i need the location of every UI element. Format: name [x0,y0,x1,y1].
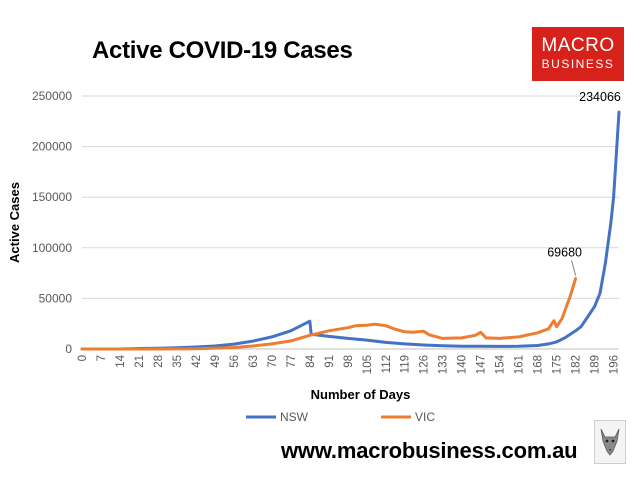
x-axis-title: Number of Days [311,387,411,402]
wolf-icon-graphic [600,428,620,456]
logo-line-macro: MACRO [541,35,615,56]
y-tick-label: 150000 [32,190,72,204]
y-axis-title: Active Cases [7,182,22,263]
x-tick-label: 14 [115,354,127,367]
website-url: www.macrobusiness.com.au [281,438,578,463]
x-tick-label: 168 [533,355,545,374]
x-tick-label: 112 [381,355,393,373]
gridlines [82,95,619,299]
x-tick-label: 77 [286,355,298,368]
x-tick-label: 63 [248,355,260,368]
x-tick-label: 175 [552,355,564,374]
x-tick-label: 196 [609,355,621,374]
annotations: 234066 69680 [547,90,621,276]
x-tick-label: 91 [324,355,336,368]
x-tick-label: 154 [495,354,507,374]
axes: 0 50000 100000 150000 200000 250000 0 7 14 21 28 35… [7,89,621,402]
x-tick-label: 98 [343,355,355,368]
series-line-vic [80,277,578,351]
x-tick-label: 105 [362,355,374,374]
macrobusiness-logo: MACRO BUSINESS [532,27,624,81]
y-tick-label: 0 [65,342,72,356]
series-line-nsw [80,110,621,351]
x-tick-label: 126 [419,355,431,374]
annotation-vic-leader [571,260,577,276]
x-tick-label: 84 [305,354,317,367]
x-tick-label: 70 [267,355,279,368]
annotation-vic-peak: 69680 [547,245,582,259]
x-tick-label: 182 [571,355,583,374]
x-tick-label: 140 [457,355,469,374]
x-tick-label: 0 [77,355,89,361]
y-tick-label: 100000 [32,241,72,255]
legend-label-vic: VIC [415,410,435,424]
x-tick-label: 28 [153,355,165,368]
x-tick-label: 35 [172,355,184,368]
y-tick-label: 250000 [32,89,72,103]
legend-label-nsw: NSW [280,410,309,424]
wolf-mascot-icon [594,420,626,464]
chart-title: Active COVID-19 Cases [92,37,353,64]
y-tick-label: 200000 [32,140,72,154]
x-tick-label: 56 [229,355,241,368]
x-tick-label: 147 [476,355,488,374]
x-tick-label: 7 [96,355,108,361]
legend: NSW VIC [246,410,435,424]
x-tick-label: 119 [400,355,412,373]
x-tick-label: 133 [438,355,450,374]
annotation-nsw-peak: 234066 [579,90,621,104]
series-lines [80,110,621,351]
logo-line-business: BUSINESS [541,57,615,71]
x-tick-label: 189 [590,355,602,374]
x-tick-label: 42 [191,355,203,368]
x-tick-label: 21 [134,355,146,368]
x-tick-label: 49 [210,355,222,368]
x-tick-label: 161 [514,355,526,374]
y-tick-label: 50000 [39,291,73,305]
